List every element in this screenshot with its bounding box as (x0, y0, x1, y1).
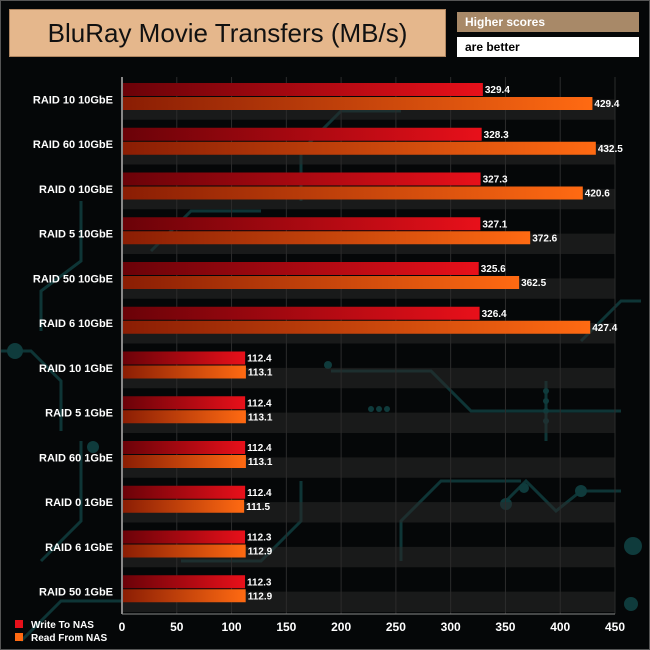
bar-write (122, 396, 246, 410)
category-labels: RAID 10 10GbE RAID 60 10GbE RAID 0 10GbE RA… (33, 94, 113, 598)
value-label-write: 328.3 (484, 130, 509, 141)
value-label-read: 429.4 (594, 99, 619, 110)
bar-read (122, 410, 246, 424)
category-label: RAID 6 1GbE (45, 542, 113, 554)
value-label-write: 329.4 (485, 85, 510, 96)
bar-write (122, 262, 479, 275)
bar-read (122, 97, 593, 110)
value-label-write: 327.3 (483, 175, 508, 186)
category-label: RAID 60 10GbE (33, 139, 113, 151)
bar-write (122, 83, 483, 96)
legend: Write To NAS Read From NAS (15, 620, 107, 644)
chart-title: BluRay Movie Transfers (MB/s) (47, 17, 408, 48)
title-box: BluRay Movie Transfers (MB/s) (9, 9, 446, 57)
bar-read (122, 499, 245, 513)
value-label-read: 432.5 (598, 144, 623, 155)
value-label-write: 325.6 (481, 264, 506, 275)
value-label-read: 113.1 (248, 457, 273, 468)
value-label-read: 112.9 (248, 591, 273, 602)
are-better-note: are better (457, 37, 639, 57)
x-tick-label: 450 (605, 620, 625, 634)
category-label: RAID 0 10GbE (39, 184, 113, 196)
x-tick-label: 50 (170, 620, 184, 634)
x-tick-label: 150 (276, 620, 296, 634)
x-tick-label: 300 (441, 620, 461, 634)
bar-write (122, 575, 246, 589)
category-label: RAID 6 10GbE (39, 318, 113, 330)
bar-read (122, 276, 520, 289)
bar-read (122, 186, 583, 200)
category-label: RAID 5 10GbE (39, 229, 113, 241)
bar-read (122, 141, 596, 155)
value-label-write: 112.4 (247, 398, 272, 409)
bar-write (122, 127, 482, 141)
bar-write (122, 351, 246, 365)
value-label-write: 112.3 (247, 533, 272, 544)
x-tick-label: 0 (119, 620, 126, 634)
x-tick-label: 200 (331, 620, 351, 634)
legend-read-label: Read From NAS (31, 633, 107, 644)
bar-read (122, 231, 531, 245)
bar-write (122, 172, 481, 186)
category-label: RAID 60 1GbE (39, 452, 113, 464)
bars (122, 83, 596, 603)
value-label-read: 372.6 (532, 233, 557, 244)
legend-write-swatch (15, 620, 23, 628)
value-label-write: 112.3 (247, 577, 272, 588)
bar-read (122, 365, 246, 379)
value-label-read: 113.1 (248, 412, 273, 423)
higher-scores-note: Higher scores (457, 12, 639, 32)
value-label-read: 111.5 (246, 502, 270, 513)
category-label: RAID 50 1GbE (39, 587, 113, 599)
value-label-read: 112.9 (248, 547, 273, 558)
value-label-write: 327.1 (482, 219, 507, 230)
legend-read-swatch (15, 633, 23, 641)
value-label-read: 427.4 (592, 323, 617, 334)
bar-write (122, 441, 246, 454)
x-axis-ticks: 0 50 100 150 200 250 300 350 400 450 (119, 620, 626, 634)
bar-write (122, 306, 480, 320)
bar-read (122, 320, 591, 334)
value-label-write: 112.4 (247, 488, 272, 499)
x-tick-label: 400 (550, 620, 570, 634)
category-label: RAID 10 10GbE (33, 94, 113, 106)
x-tick-label: 100 (222, 620, 242, 634)
bar-write (122, 485, 246, 499)
value-label-read: 362.5 (521, 278, 546, 289)
value-label-read: 113.1 (248, 368, 273, 379)
x-tick-label: 350 (495, 620, 515, 634)
category-label: RAID 5 1GbE (45, 408, 113, 420)
value-label-write: 112.4 (247, 443, 272, 454)
value-labels: 329.4 429.4 328.3 432.5 327.3 420.6 327.1 372.6… (246, 85, 623, 602)
value-label-write: 326.4 (482, 309, 507, 320)
row-stripe (122, 502, 615, 523)
bar-read (122, 544, 246, 558)
bar-read (122, 589, 246, 603)
category-label: RAID 0 1GbE (45, 497, 113, 509)
legend-write-label: Write To NAS (31, 620, 94, 631)
value-label-write: 112.4 (247, 354, 272, 365)
category-label: RAID 10 1GbE (39, 363, 113, 375)
x-tick-label: 250 (386, 620, 406, 634)
bar-write (122, 530, 246, 544)
bar-write (122, 217, 481, 231)
category-label: RAID 50 10GbE (33, 273, 113, 285)
value-label-read: 420.6 (585, 189, 610, 200)
bar-read (122, 455, 246, 468)
